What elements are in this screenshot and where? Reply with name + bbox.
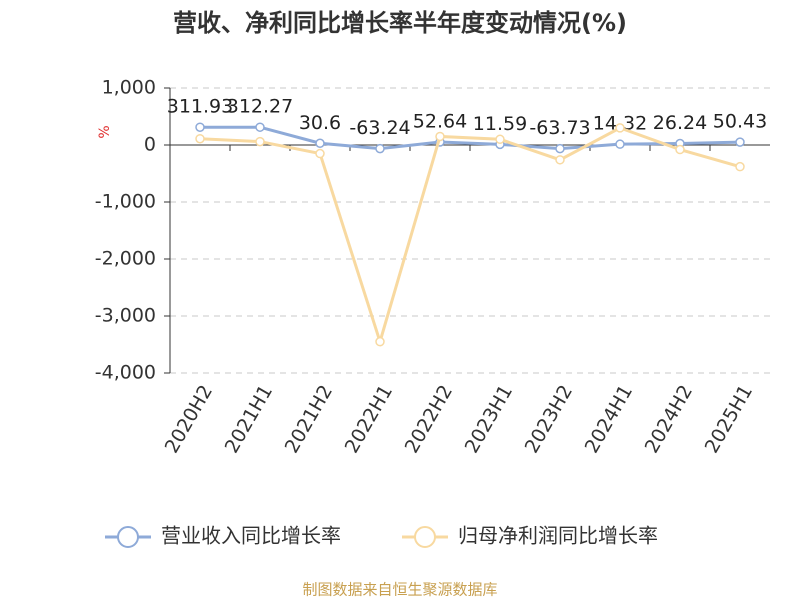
x-tick-label: 2020H2 xyxy=(161,381,217,457)
x-tick-label: 2024H1 xyxy=(581,381,637,457)
x-tick-label: 2022H1 xyxy=(341,381,397,457)
y-tick-label: -3,000 xyxy=(95,305,156,327)
data-label: 311.93 xyxy=(167,96,233,118)
data-point xyxy=(435,131,445,142)
y-tick-label: 1,000 xyxy=(102,77,156,99)
data-label: 312.27 xyxy=(227,96,293,118)
y-tick-label: -1,000 xyxy=(95,191,156,213)
y-tick-label: -4,000 xyxy=(95,362,156,384)
legend-marker xyxy=(414,526,436,548)
data-point xyxy=(735,161,745,172)
y-tick-label: -2,000 xyxy=(95,248,156,270)
chart-title: 营收、净利同比增长率半年度变动情况(%) xyxy=(173,9,627,37)
data-label: 26.24 xyxy=(653,112,707,134)
data-point xyxy=(195,122,205,132)
legend-marker xyxy=(117,526,139,548)
series-line xyxy=(199,125,741,151)
data-label: -63.24 xyxy=(349,117,410,139)
data-point xyxy=(615,139,625,149)
data-label: 11.59 xyxy=(473,113,527,135)
data-point xyxy=(315,138,325,149)
data-point xyxy=(255,136,265,147)
x-tick-label: 2021H1 xyxy=(221,381,277,457)
y-unit: % xyxy=(97,125,113,138)
data-point xyxy=(375,336,385,347)
y-tick-label: 0 xyxy=(144,134,156,156)
data-point xyxy=(675,144,685,155)
legend-label: 归母净利润同比增长率 xyxy=(458,524,658,548)
x-tick-label: 2023H1 xyxy=(461,381,517,457)
data-point xyxy=(255,122,265,132)
data-point xyxy=(735,137,745,147)
data-label: 50.43 xyxy=(713,111,767,133)
x-tick-label: 2021H2 xyxy=(281,381,337,457)
x-tick-label: 2023H2 xyxy=(521,381,577,457)
data-point xyxy=(555,143,565,154)
data-point xyxy=(615,123,625,133)
data-point xyxy=(195,133,205,144)
series-line xyxy=(199,126,741,347)
x-tick-label: 2024H2 xyxy=(641,381,697,457)
legend-label: 营业收入同比增长率 xyxy=(161,524,341,548)
source-note: 制图数据来自恒生聚源数据库 xyxy=(302,581,497,599)
data-point xyxy=(555,155,565,165)
x-tick-label: 2022H2 xyxy=(401,381,457,457)
x-tick-label: 2025H1 xyxy=(701,381,757,457)
data-label: -63.73 xyxy=(529,117,590,139)
data-label: 30.6 xyxy=(299,112,341,134)
data-label: 52.64 xyxy=(413,110,467,132)
data-point xyxy=(315,148,325,159)
data-point xyxy=(495,134,505,145)
data-point xyxy=(375,143,385,154)
